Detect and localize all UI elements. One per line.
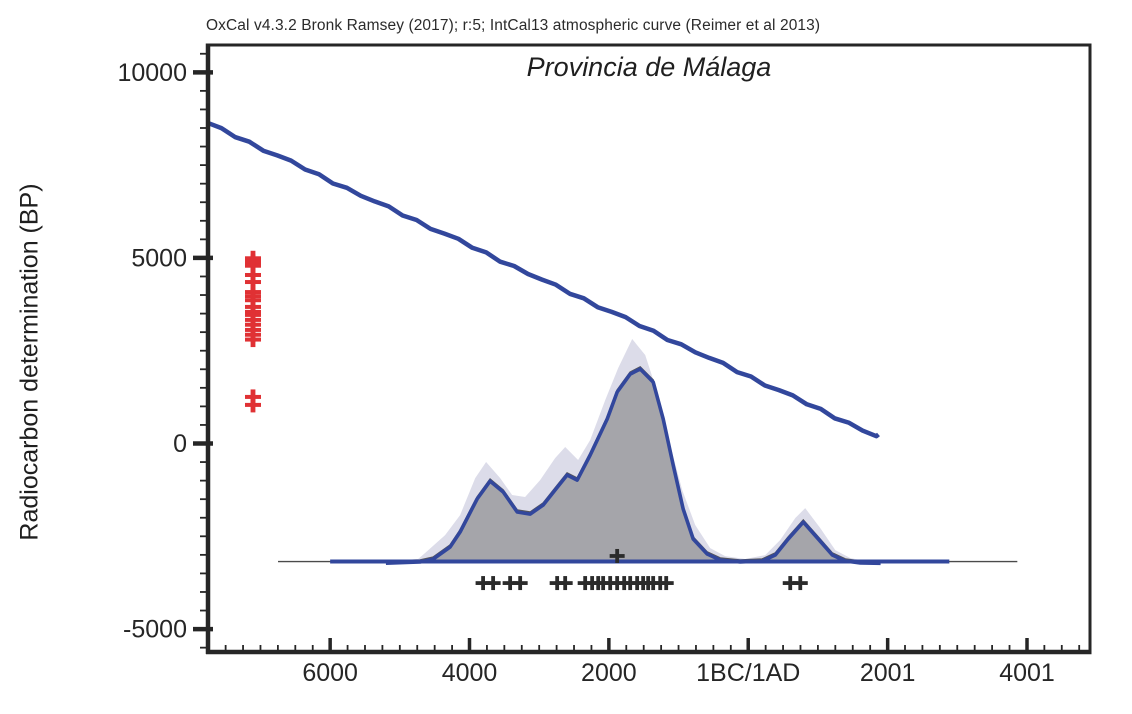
y-tick-label: 5000 — [131, 244, 187, 272]
median-marker — [557, 576, 573, 591]
y-tick-label: -5000 — [123, 616, 187, 644]
radiocarbon-determination-marker — [245, 274, 261, 290]
y-tick-label: 0 — [173, 430, 187, 458]
median-marker — [782, 576, 798, 591]
x-tick-label: 2001 — [860, 659, 916, 687]
oxcal-version-note: OxCal v4.3.2 Bronk Ramsey (2017); r:5; I… — [206, 17, 821, 34]
median-marker — [475, 576, 491, 591]
x-tick-label: 6000 — [302, 659, 358, 687]
radiocarbon-determination-marker — [245, 397, 261, 413]
median-marker — [658, 576, 674, 591]
plot-title: Provincia de Málaga — [526, 52, 772, 82]
x-tick-label: 4000 — [442, 659, 498, 687]
median-marker — [502, 576, 518, 591]
calibration-curve — [206, 120, 880, 439]
median-marker — [512, 576, 528, 591]
median-marker — [792, 576, 808, 591]
radiocarbon-determination-marker — [245, 258, 261, 274]
x-tick-label: 1BC/1AD — [696, 659, 800, 687]
radiocarbon-determination-marker — [245, 389, 261, 405]
sum-outline-blue — [385, 367, 881, 566]
radiocarbon-determination-marker — [245, 332, 261, 348]
y-tick-label: 10000 — [117, 59, 187, 87]
median-marker — [549, 576, 565, 591]
x-tick-label: 2000 — [581, 659, 637, 687]
baseline-cross-marker — [609, 548, 625, 563]
median-marker — [485, 576, 501, 591]
x-tick-label: 4001 — [999, 659, 1055, 687]
